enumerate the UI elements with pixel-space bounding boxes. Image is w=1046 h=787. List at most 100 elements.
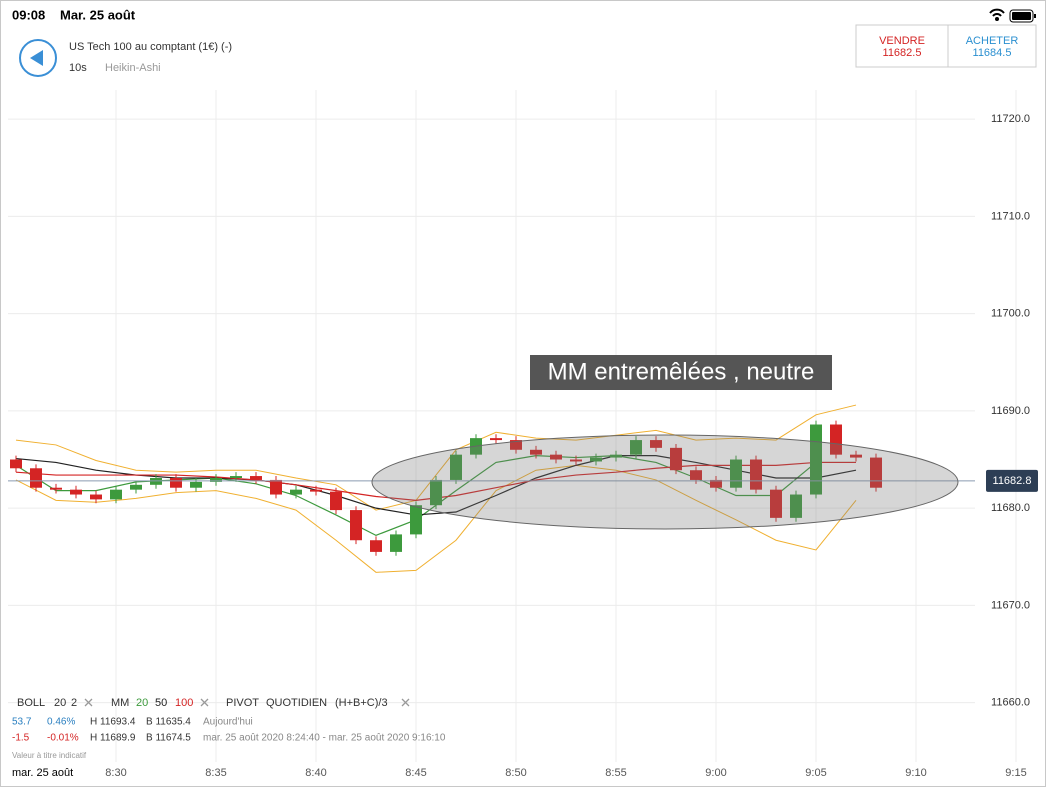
y-tick-label: 11680.0: [991, 502, 1030, 514]
candle-body: [10, 459, 22, 469]
candle-body: [50, 487, 62, 490]
candle-body: [610, 454, 622, 458]
plot: [8, 404, 975, 573]
high: H 11693.4: [90, 717, 136, 728]
remove-boll[interactable]: [84, 698, 93, 707]
candle-body: [110, 489, 122, 500]
wifi-icon: [989, 8, 1005, 21]
candle-body: [650, 440, 662, 448]
boll-label[interactable]: BOLL: [17, 697, 45, 709]
status-date: Mar. 25 août: [60, 7, 136, 22]
mm-period: 20: [136, 697, 148, 709]
pivot-period: QUOTIDIEN: [266, 697, 327, 709]
buy-button[interactable]: ACHETER 11684.5: [948, 25, 1036, 67]
x-date-label: mar. 25 août: [12, 767, 73, 779]
change: -1.5: [12, 733, 30, 744]
x-tick-label: 9:15: [1005, 767, 1026, 779]
highlight-ellipse: [371, 434, 959, 530]
x-tick-label: 8:30: [105, 767, 126, 779]
low: B 11674.5: [146, 733, 191, 744]
info: 53.7 0.46% H 11693.4 B 11635.4 Aujourd'h…: [12, 717, 446, 760]
x-tick-label: 8:45: [405, 767, 426, 779]
axes: 11660.0 11670.0 11680.0 11690.0 11700.0 11710…: [105, 113, 1038, 779]
low: B 11635.4: [146, 717, 191, 728]
candle-body: [350, 510, 362, 541]
sell-label: VENDRE: [879, 35, 925, 47]
candle-body: [370, 540, 382, 552]
quote-box: [855, 24, 1037, 68]
candle-body: [850, 454, 862, 458]
candle-body: [790, 494, 802, 518]
boll-deviation: 2: [71, 697, 77, 709]
bollinger-upper: [15, 404, 857, 511]
back-button[interactable]: [19, 39, 57, 77]
change: 53.7: [12, 717, 32, 728]
sell-button[interactable]: VENDRE 11682.5: [856, 25, 948, 67]
candle-body: [530, 449, 542, 455]
candle-body: [330, 491, 342, 511]
battery-icon: [1009, 9, 1036, 23]
x-tick-label: 8:40: [305, 767, 326, 779]
candle-body: [830, 424, 842, 455]
period: Aujourd'hui: [203, 717, 253, 728]
indicator-legend: BOLL 20 2 MM 20 50 100 PIVOT QUOTIDIEN (…: [17, 697, 410, 709]
candle-body: [310, 489, 322, 492]
x-tick-label: 9:05: [805, 767, 826, 779]
mm-label[interactable]: MM: [111, 697, 129, 709]
change-pct: -0.01%: [47, 733, 79, 744]
x-tick-label: 9:00: [705, 767, 726, 779]
candle-body: [750, 459, 762, 490]
boll-period: 20: [54, 697, 66, 709]
candle-body: [210, 477, 222, 482]
price-tag-label: 11682.8: [993, 475, 1032, 487]
candle-body: [270, 479, 282, 495]
price-tag: [986, 469, 1038, 492]
pivot-label[interactable]: PIVOT: [226, 697, 259, 709]
instrument-title: US Tech 100 au comptant (1€) (-): [69, 41, 232, 53]
interval: 10s: [69, 62, 87, 74]
y-tick-label: 11660.0: [991, 697, 1030, 709]
candle-body: [570, 459, 582, 462]
remove-pivot[interactable]: [401, 698, 410, 707]
buy-price: 11684.5: [973, 47, 1012, 59]
candle-body: [170, 477, 182, 488]
candle-body: [390, 534, 402, 552]
candle-body: [290, 489, 302, 495]
annotation-box: [530, 355, 832, 390]
candle-body: [630, 440, 642, 455]
candle-body: [70, 489, 82, 495]
candle-body: [550, 454, 562, 460]
candle-body: [870, 457, 882, 488]
note: Valeur à titre indicatif: [12, 751, 87, 760]
candle-body: [90, 494, 102, 500]
x-tick-label: 8:50: [505, 767, 526, 779]
chart-style: Heikin-Ashi: [105, 62, 161, 74]
candle-body: [130, 484, 142, 490]
period: mar. 25 août 2020 8:24:40 - mar. 25 août…: [203, 733, 446, 744]
y-tick-label: 11690.0: [991, 405, 1030, 417]
candle-body: [770, 489, 782, 518]
candle-body: [590, 457, 602, 462]
status-time: 09:08: [12, 7, 45, 22]
bollinger-lower: [15, 464, 857, 573]
candle-body: [30, 468, 42, 488]
candle-body: [230, 476, 242, 478]
pivot-formula: (H+B+C)/3: [335, 697, 388, 709]
candle-body: [250, 476, 262, 480]
x-tick-label: 8:35: [205, 767, 226, 779]
candle-body: [490, 438, 502, 441]
y-tick-label: 11670.0: [991, 599, 1030, 611]
x-tick-label: 8:55: [605, 767, 626, 779]
y-tick-label: 11710.0: [991, 210, 1030, 222]
candle-body: [690, 470, 702, 480]
y-tick-label: 11700.0: [991, 308, 1030, 320]
candle-body: [670, 447, 682, 471]
candle-body: [450, 454, 462, 480]
sell-price: 11682.5: [883, 47, 922, 59]
high: H 11689.9: [90, 733, 136, 744]
mm-period: 100: [175, 697, 193, 709]
candle-body: [430, 479, 442, 506]
remove-mm[interactable]: [200, 698, 209, 707]
